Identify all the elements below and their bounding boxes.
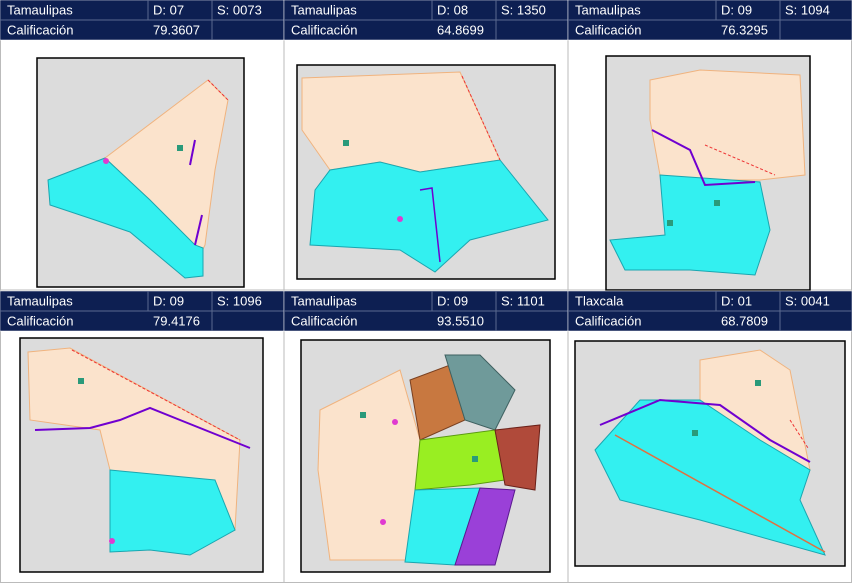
section: S: 1094 bbox=[785, 2, 830, 17]
score-label: Calificación bbox=[291, 313, 357, 328]
score: 93.5510 bbox=[437, 313, 484, 328]
map-5 bbox=[300, 339, 551, 573]
state: Tlaxcala bbox=[575, 293, 624, 308]
score-label: Calificación bbox=[575, 22, 641, 37]
district: D: 09 bbox=[721, 2, 752, 17]
state: Tamaulipas bbox=[291, 2, 357, 17]
state: Tamaulipas bbox=[575, 2, 641, 17]
section: S: 1350 bbox=[501, 2, 546, 17]
map-2 bbox=[296, 64, 556, 280]
map-3 bbox=[605, 55, 811, 291]
score: 76.3295 bbox=[721, 22, 768, 37]
map-4 bbox=[19, 337, 264, 573]
state: Tamaulipas bbox=[7, 2, 73, 17]
score: 68.7809 bbox=[721, 313, 768, 328]
score-label: Calificación bbox=[575, 313, 641, 328]
score-label: Calificación bbox=[7, 313, 73, 328]
section: S: 1101 bbox=[501, 293, 545, 308]
score: 79.3607 bbox=[153, 22, 200, 37]
map-1 bbox=[36, 57, 245, 288]
state: Tamaulipas bbox=[291, 293, 357, 308]
score: 64.8699 bbox=[437, 22, 484, 37]
score-label: Calificación bbox=[7, 22, 73, 37]
score-label: Calificación bbox=[291, 22, 357, 37]
district: D: 08 bbox=[437, 2, 468, 17]
section: S: 1096 bbox=[217, 293, 262, 308]
district: D: 07 bbox=[153, 2, 184, 17]
section: S: 0041 bbox=[785, 293, 830, 308]
score: 79.4176 bbox=[153, 313, 200, 328]
district: D: 09 bbox=[153, 293, 184, 308]
map-6 bbox=[574, 340, 846, 567]
section: S: 0073 bbox=[217, 2, 262, 17]
district: D: 01 bbox=[721, 293, 752, 308]
state: Tamaulipas bbox=[7, 293, 73, 308]
district: D: 09 bbox=[437, 293, 468, 308]
